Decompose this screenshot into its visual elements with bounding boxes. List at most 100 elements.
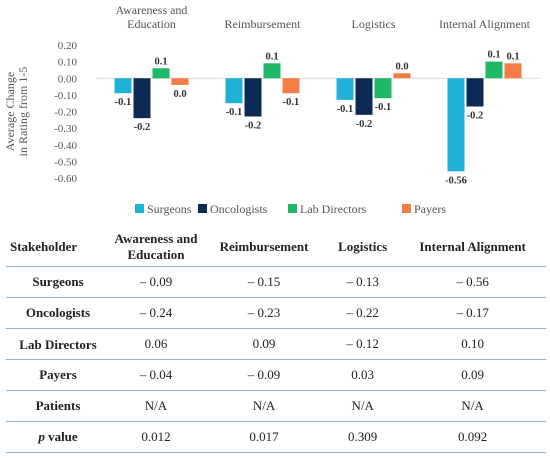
- data-label: -0.2: [467, 111, 484, 122]
- cell: – 0.09: [202, 359, 327, 391]
- y-tick-label: -0.60: [54, 173, 77, 185]
- header-internal: Internal Alignment: [399, 228, 546, 267]
- y-tick-label: -0.10: [54, 90, 77, 102]
- y-tick-label: 0.20: [58, 40, 78, 52]
- cell: N/A: [110, 390, 202, 422]
- cell: N/A: [399, 390, 546, 422]
- y-tick-label: -0.40: [54, 140, 77, 152]
- cell: 0.309: [326, 421, 400, 453]
- legend-swatch: [135, 204, 144, 213]
- cell: – 0.12: [326, 328, 400, 360]
- category-label-line: Education: [127, 17, 176, 31]
- data-label: 0.0: [173, 89, 186, 100]
- legend: Surgeons Oncologists Lab Directors Payers: [135, 202, 446, 216]
- data-label: -0.1: [283, 97, 300, 108]
- row-label: Payers: [6, 359, 110, 391]
- cell: 0.017: [202, 421, 327, 453]
- cell: – 0.13: [326, 266, 400, 298]
- row-label-pvalue: p value: [6, 421, 110, 453]
- bars: [114, 61, 522, 172]
- header-awareness: Awareness and Education: [110, 228, 202, 267]
- category-label: Reimbursement: [225, 17, 302, 31]
- row-label: Lab Directors: [6, 328, 110, 360]
- bar-surgeons: [225, 78, 243, 104]
- bar-lab-directors: [485, 61, 503, 79]
- cell: 0.06: [110, 328, 202, 360]
- table-row: Lab Directors 0.06 0.09 – 0.12 0.10: [6, 328, 546, 360]
- bar-surgeons: [114, 78, 132, 94]
- cell: – 0.23: [202, 297, 327, 329]
- data-label: 0.1: [487, 50, 500, 61]
- y-tick-label: 0.00: [58, 73, 78, 85]
- data-label: -0.1: [375, 102, 392, 113]
- bar-oncologists: [355, 78, 373, 115]
- cell: – 0.04: [110, 359, 202, 391]
- data-labels: -0.1-0.20.10.0-0.1-0.20.1-0.1-0.1-0.2-0.…: [115, 50, 520, 187]
- cell: N/A: [202, 390, 327, 422]
- cell: 0.10: [399, 328, 546, 360]
- header-reimbursement: Reimbursement: [202, 228, 327, 267]
- bar-oncologists: [244, 78, 262, 117]
- legend-swatch: [198, 204, 207, 213]
- table-row: Patients N/A N/A N/A N/A: [6, 390, 546, 422]
- cell: – 0.09: [110, 266, 202, 298]
- y-axis-title: Average Changein Rating from 1-5: [3, 67, 30, 157]
- category-label-line: Logistics: [352, 17, 396, 31]
- data-label: 0.0: [395, 61, 408, 72]
- data-label: -0.56: [445, 175, 467, 186]
- cell: 0.012: [110, 421, 202, 453]
- category-labels: Awareness and Education Reimbursement Logis…: [116, 3, 531, 31]
- category-label: Internal Alignment: [439, 17, 531, 31]
- row-label: Surgeons: [6, 266, 110, 298]
- y-tick-label: -0.30: [54, 123, 77, 135]
- category-label-line: Internal Alignment: [439, 17, 531, 31]
- data-label: -0.2: [134, 122, 151, 133]
- bar-payers: [282, 78, 300, 94]
- header-logistics: Logistics: [326, 228, 400, 267]
- cell: – 0.24: [110, 297, 202, 329]
- legend-swatch: [288, 204, 297, 213]
- bar-lab-directors: [374, 78, 392, 99]
- y-tick-label: -0.20: [54, 107, 77, 119]
- row-label: Patients: [6, 390, 110, 422]
- data-label: -0.1: [337, 104, 354, 115]
- category-label: Awareness and Education: [116, 3, 188, 31]
- legend-label: Surgeons: [147, 202, 192, 216]
- data-label: -0.1: [115, 97, 132, 108]
- bar-oncologists: [133, 78, 151, 119]
- bar-chart: 0.20 0.10 0.00 -0.10 -0.20 -0.30 -0.40 -0.50 -0.…: [3, 3, 540, 216]
- y-title-line: Average Change: [3, 72, 17, 151]
- table-row: Surgeons – 0.09 – 0.15 – 0.13 – 0.56: [6, 266, 546, 298]
- bar-surgeons: [447, 78, 465, 172]
- cell: – 0.56: [399, 266, 546, 298]
- row-label: Oncologists: [6, 297, 110, 329]
- p-value-word: value: [44, 429, 78, 444]
- y-axis: 0.20 0.10 0.00 -0.10 -0.20 -0.30 -0.40 -0.50 -0.…: [54, 40, 540, 185]
- cell: – 0.22: [326, 297, 400, 329]
- bar-oncologists: [466, 78, 484, 107]
- legend-label: Oncologists: [210, 202, 268, 216]
- data-label: -0.2: [245, 120, 262, 131]
- cell: 0.03: [326, 359, 400, 391]
- ratings-table: Stakeholder Awareness and Education Reim…: [6, 228, 546, 453]
- cell: N/A: [326, 390, 400, 422]
- data-label: 0.1: [154, 56, 167, 67]
- cell: 0.09: [202, 328, 327, 360]
- legend-label: Payers: [414, 202, 446, 216]
- cell: – 0.15: [202, 266, 327, 298]
- bar-surgeons: [336, 78, 354, 100]
- data-label: -0.1: [226, 107, 243, 118]
- category-label-line: Reimbursement: [225, 17, 302, 31]
- cell: – 0.17: [399, 297, 546, 329]
- y-tick-label: -0.50: [54, 156, 77, 168]
- table-row: Oncologists – 0.24 – 0.23 – 0.22 – 0.17: [6, 297, 546, 329]
- data-label: 0.1: [265, 51, 278, 62]
- table-header-row: Stakeholder Awareness and Education Reim…: [6, 228, 546, 267]
- cell: 0.09: [399, 359, 546, 391]
- cell: 0.092: [399, 421, 546, 453]
- table-row-pvalue: p value 0.012 0.017 0.309 0.092: [6, 421, 546, 453]
- data-label: -0.2: [356, 119, 373, 130]
- category-label-line: Awareness and: [116, 3, 188, 17]
- header-stakeholder: Stakeholder: [6, 228, 110, 267]
- bar-payers: [504, 63, 522, 79]
